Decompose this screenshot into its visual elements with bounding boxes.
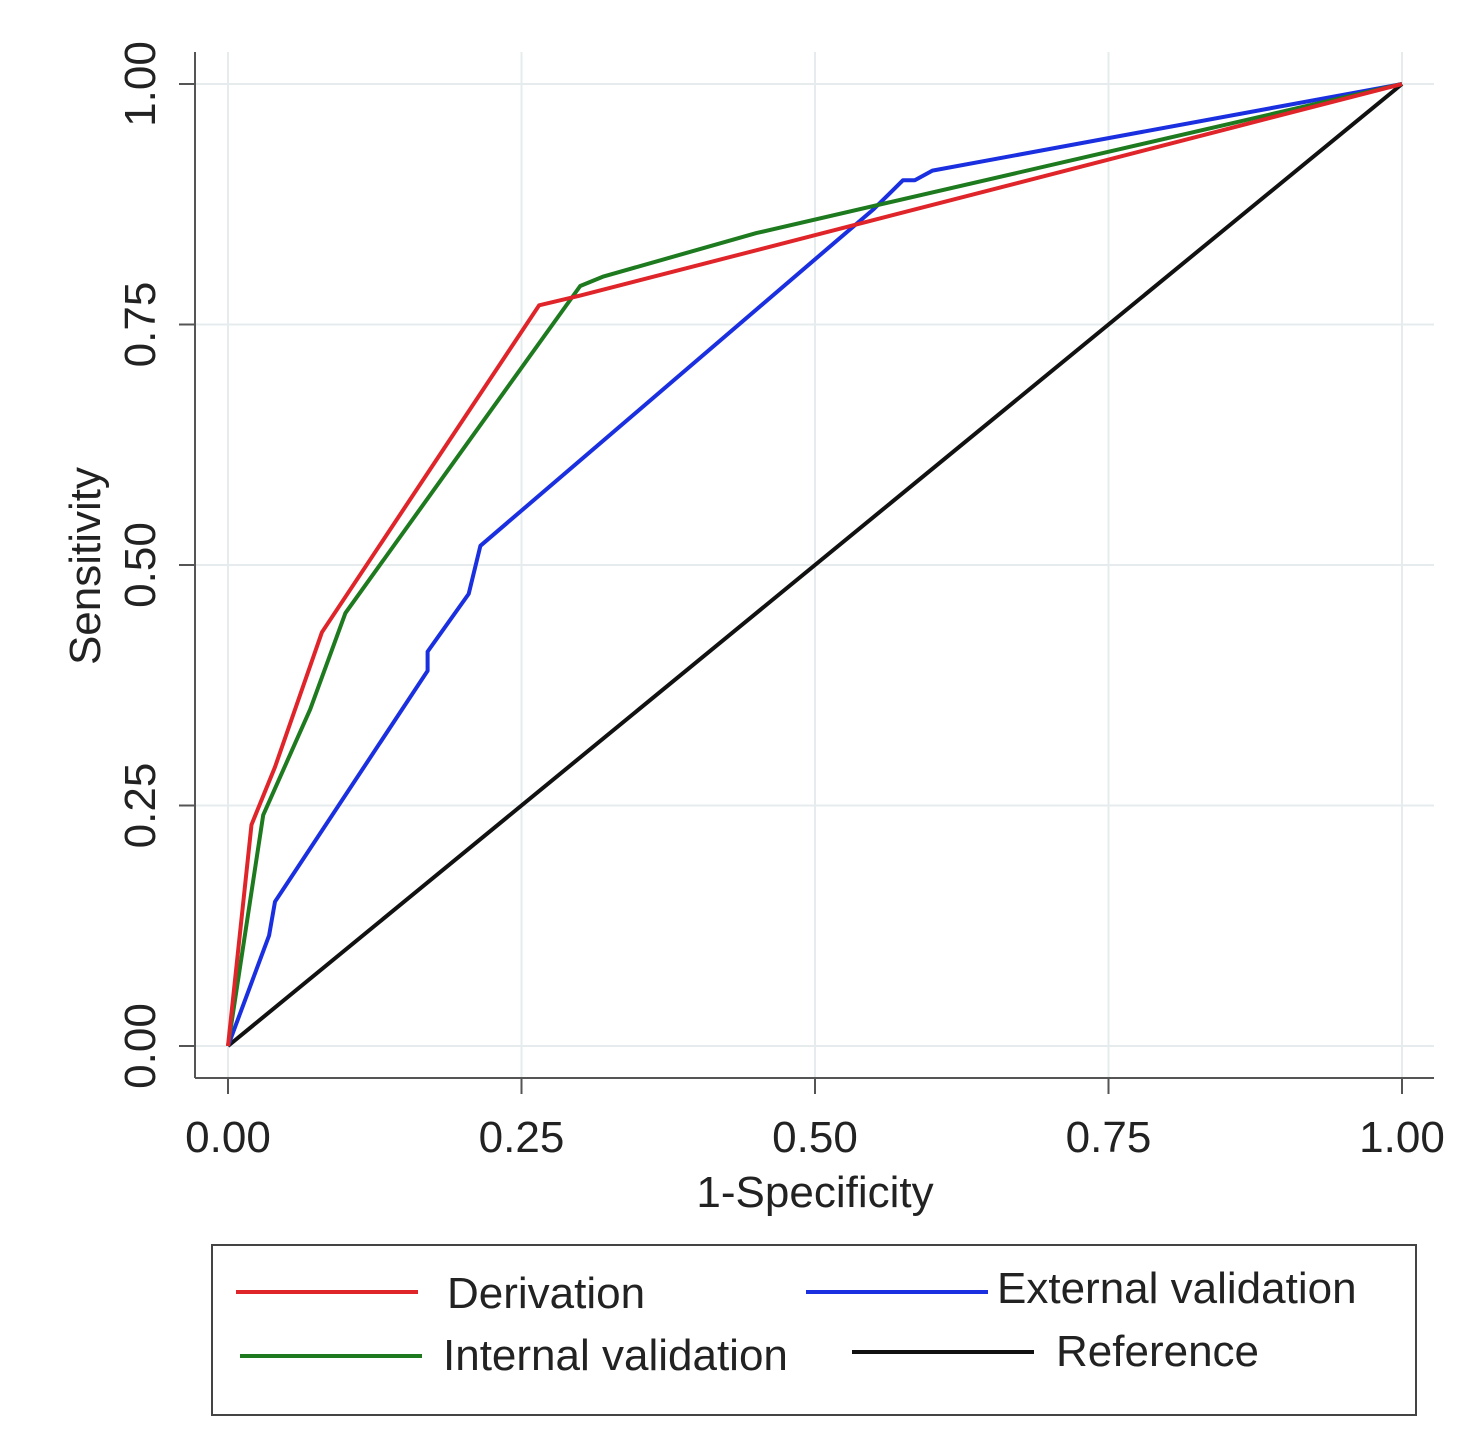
x-tick-label: 0.75 — [1066, 1113, 1152, 1162]
series-lines — [226, 82, 1404, 1048]
x-tick-label: 1.00 — [1359, 1113, 1445, 1162]
series-line-external-validation — [226, 82, 1403, 1047]
x-tick-label: 0.50 — [772, 1113, 858, 1162]
grid — [195, 52, 1434, 1078]
legend-label-reference: Reference — [1056, 1327, 1259, 1376]
y-tick-label: 0.25 — [116, 763, 165, 849]
y-tick-label: 0.50 — [116, 522, 165, 608]
x-tick-label: 0.25 — [479, 1113, 565, 1162]
legend-label-derivation: Derivation — [447, 1269, 645, 1318]
y-tick-label: 0.75 — [116, 282, 165, 368]
ticks: 0.00 0.25 0.50 0.75 1.00 0.00 0.25 0.50 0.75 1.00 — [116, 41, 1445, 1162]
legend-label-external-validation: External validation — [997, 1264, 1357, 1313]
series-line-derivation — [226, 82, 1403, 1047]
series-line-internal-validation — [226, 82, 1403, 1047]
x-axis-title: 1-Specificity — [696, 1168, 933, 1217]
y-axis-title: Sensitivity — [61, 467, 110, 665]
legend: Derivation External validation Internal va… — [211, 1244, 1417, 1416]
y-tick-label: 1.00 — [116, 41, 165, 127]
legend-box — [211, 1244, 1417, 1416]
legend-label-internal-validation: Internal validation — [443, 1331, 788, 1380]
series-line-reference — [226, 82, 1404, 1048]
y-tick-label: 0.00 — [116, 1003, 165, 1089]
x-tick-label: 0.00 — [185, 1113, 271, 1162]
